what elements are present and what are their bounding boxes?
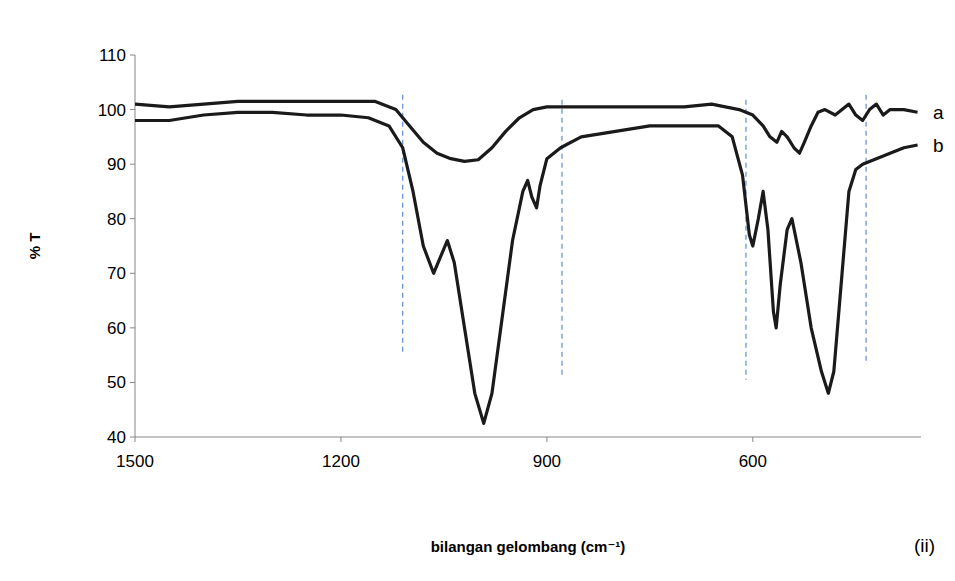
y-tick-label: 110	[99, 46, 126, 65]
chart: 40 50 60 70 80 90 100 110 1500 1200 900 600 ab bilang…	[0, 0, 955, 581]
reference-line	[745, 100, 746, 380]
y-tick	[130, 437, 135, 438]
reference-line	[561, 100, 562, 375]
y-tick-label: 90	[107, 155, 126, 174]
y-tick-label: 60	[107, 319, 126, 338]
x-tick	[546, 437, 547, 442]
y-tick	[130, 273, 135, 274]
series-line	[135, 101, 918, 161]
y-tick-label: 70	[107, 264, 126, 283]
series-line	[135, 112, 918, 423]
x-axis-title: bilangan gelombang (cm⁻¹)	[431, 538, 626, 555]
y-tick	[130, 109, 135, 110]
panel-label: (ii)	[914, 535, 935, 556]
y-axis	[135, 55, 136, 437]
y-tick	[130, 327, 135, 328]
series-label: b	[933, 135, 944, 156]
reference-line	[402, 95, 403, 355]
reference-line	[865, 95, 866, 365]
x-tick	[752, 437, 753, 442]
series-label: a	[933, 102, 944, 123]
y-tick-label: 100	[98, 101, 126, 120]
x-tick	[340, 437, 341, 442]
x-tick-label: 1500	[116, 452, 154, 471]
y-tick	[130, 218, 135, 219]
y-tick-label: 80	[107, 210, 126, 229]
y-tick	[130, 164, 135, 165]
y-axis-title: % T	[26, 233, 43, 260]
x-tick-label: 900	[533, 452, 561, 471]
x-axis	[135, 437, 921, 438]
y-tick-label: 50	[107, 373, 126, 392]
y-tick	[130, 382, 135, 383]
plot-area	[135, 95, 918, 424]
x-tick-label: 600	[739, 452, 767, 471]
x-tick-label: 1200	[322, 452, 360, 471]
y-tick-label: 40	[107, 428, 126, 447]
y-tick	[130, 55, 135, 56]
x-tick	[135, 437, 136, 442]
